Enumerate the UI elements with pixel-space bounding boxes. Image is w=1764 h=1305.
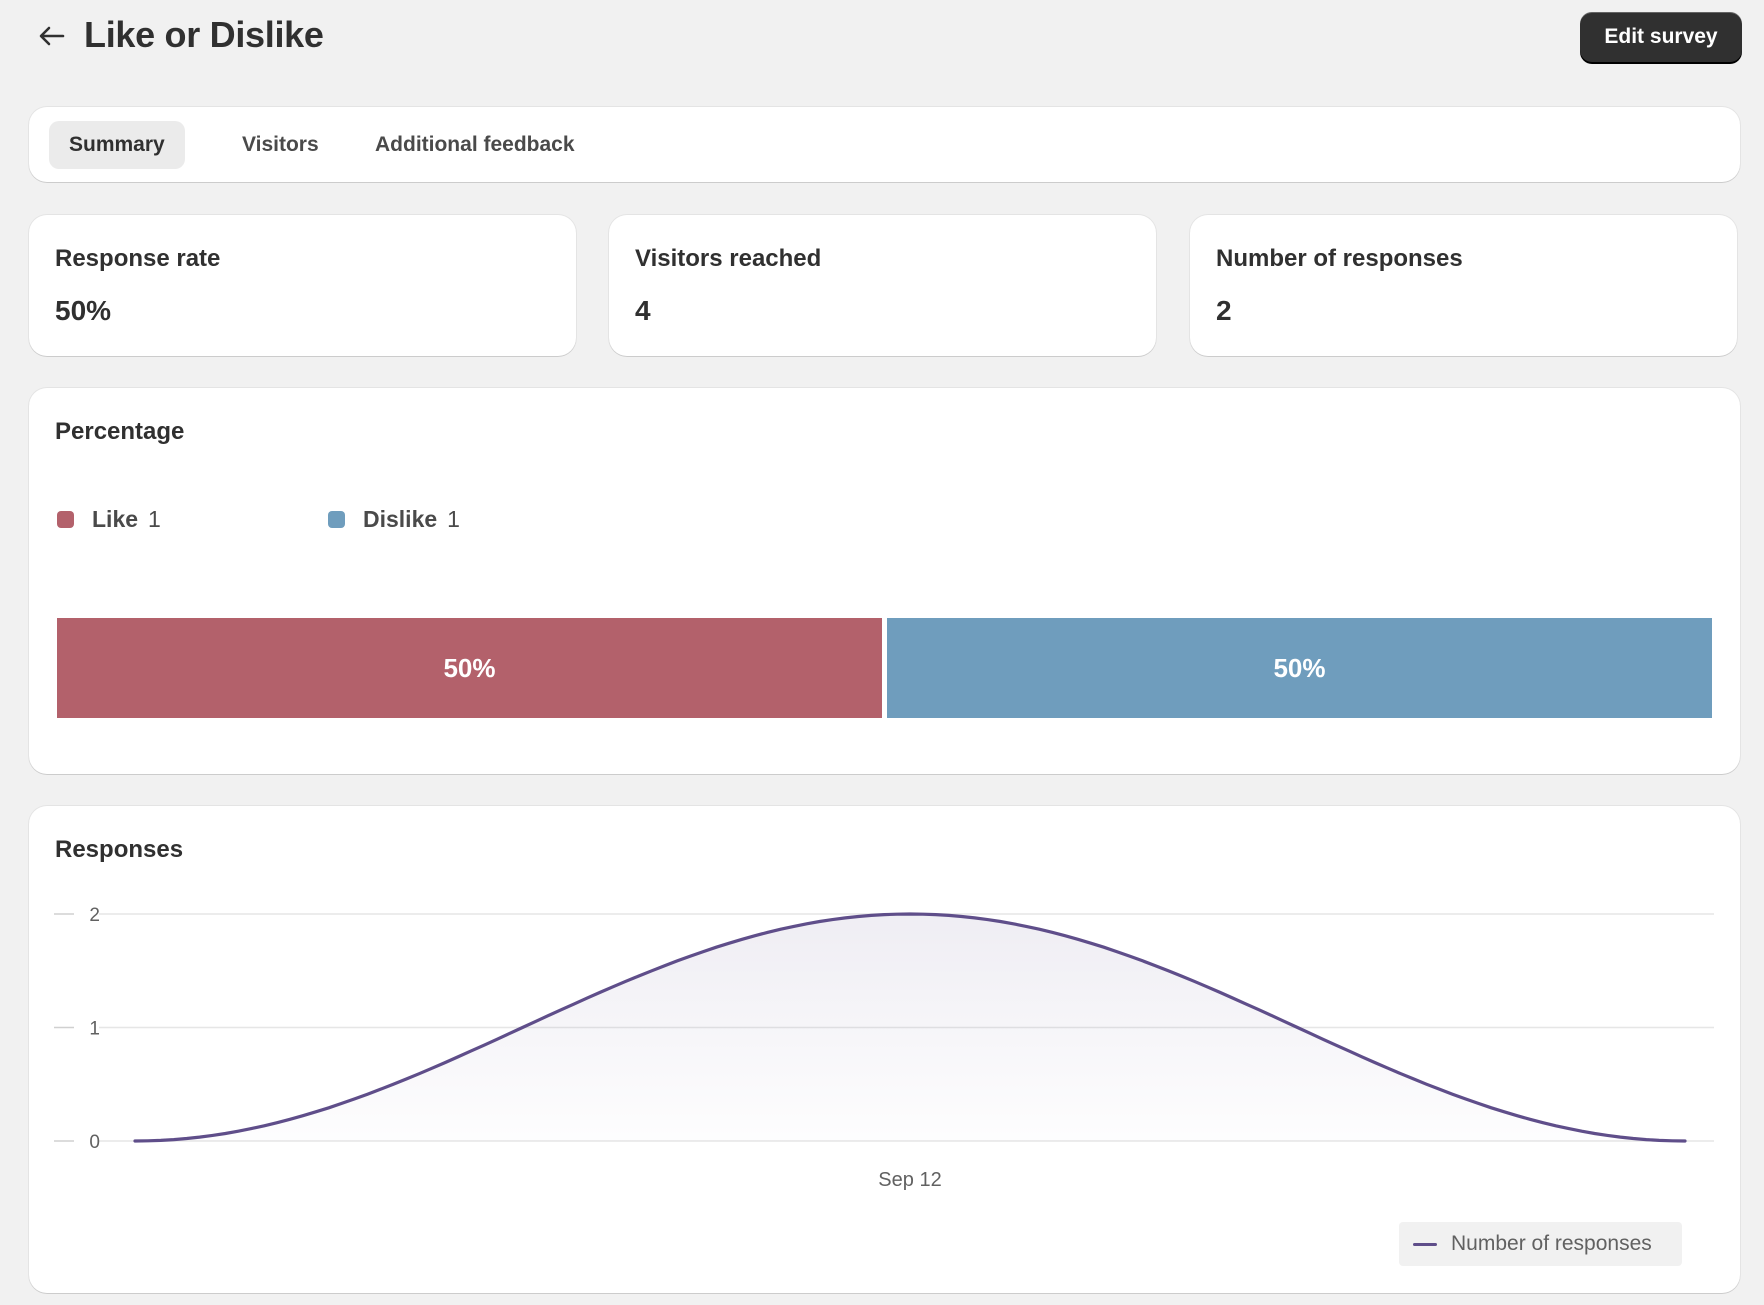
legend-line-icon [1413,1242,1437,1246]
x-tick-label: Sep 12 [878,1169,941,1191]
page-header: Like or Dislike Edit survey [0,0,1764,72]
y-tick-label: 0 [89,1132,100,1153]
legend-item-like: Like 1 [57,506,161,533]
percentage-title: Percentage [55,418,185,445]
y-tick-label: 1 [89,1019,100,1040]
stat-value: 50% [55,295,112,326]
responses-title: Responses [55,836,184,863]
legend-swatch-dislike [328,511,345,528]
tab-summary[interactable]: Summary [49,121,185,169]
arrow-left-icon [39,26,65,46]
legend-count: 1 [447,506,460,532]
stat-card-visitors-reached: Visitors reached 4 [609,215,1156,356]
legend-count: 1 [148,506,161,532]
edit-survey-button[interactable]: Edit survey [1580,12,1742,62]
stat-value: 2 [1216,295,1232,326]
responses-chart: 0 1 2 Sep 12 [54,905,1714,1191]
y-tick-label: 2 [89,905,100,926]
responses-card: Responses 0 1 2 Sep 12 Number of responses [29,806,1740,1293]
page-title: Like or Dislike [84,14,324,55]
legend-label: Dislike [363,506,438,532]
legend-item-dislike: Dislike 1 [328,506,460,533]
stat-label: Visitors reached [635,245,822,272]
stat-value: 4 [635,295,651,326]
bar-segment-like[interactable]: 50% [57,618,882,718]
stat-card-response-rate: Response rate 50% [29,215,576,356]
back-button[interactable] [34,18,70,54]
tab-bar: Summary Visitors Additional feedback [29,107,1740,182]
stat-card-number-of-responses: Number of responses 2 [1190,215,1737,356]
area-fill [135,914,1685,1141]
legend-label: Like [92,506,139,532]
legend-swatch-like [57,511,74,528]
stat-label: Number of responses [1216,245,1463,272]
bar-segment-dislike[interactable]: 50% [887,618,1712,718]
series-line-number-of-responses [133,912,1687,1143]
percentage-card: Percentage Like 1 Dislike 1 50% 50% [29,388,1740,774]
tab-visitors[interactable]: Visitors [242,133,319,156]
legend-label: Number of responses [1451,1232,1652,1255]
stat-label: Response rate [55,245,221,272]
tab-additional-feedback[interactable]: Additional feedback [375,133,575,156]
chart-legend[interactable]: Number of responses [1399,1222,1682,1266]
